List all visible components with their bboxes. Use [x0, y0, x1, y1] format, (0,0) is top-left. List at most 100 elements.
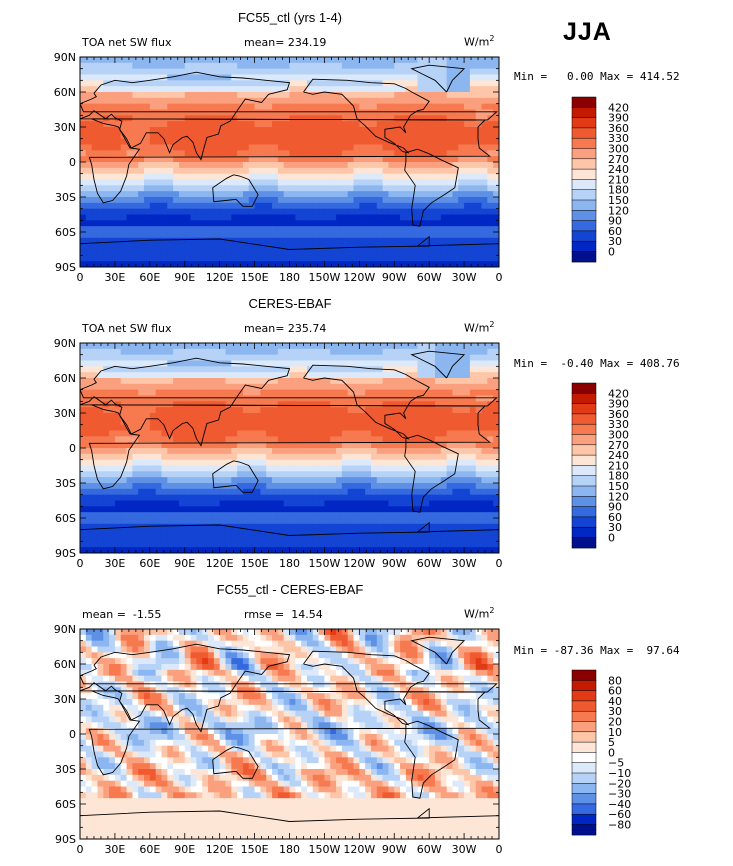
grid-cell — [365, 191, 372, 198]
grid-cell — [231, 442, 238, 449]
grid-cell — [208, 383, 215, 391]
grid-cell — [405, 74, 413, 81]
grid-cell — [178, 395, 186, 402]
grid-cell — [382, 249, 389, 256]
grid-cell — [231, 226, 238, 233]
grid-cell — [109, 162, 116, 169]
grid-cell — [388, 220, 395, 227]
grid-cell — [254, 465, 261, 472]
grid-cell — [458, 430, 465, 437]
grid-cell — [475, 68, 482, 75]
grid-cell — [260, 103, 267, 110]
grid-cell — [85, 494, 93, 501]
grid-cell — [446, 500, 453, 507]
grid-cell — [231, 150, 238, 157]
grid-cell — [487, 214, 494, 221]
grid-cell — [394, 197, 401, 204]
grid-cell — [289, 115, 296, 122]
grid-cell — [208, 401, 215, 408]
grid-cell — [306, 395, 314, 402]
grid-cell — [114, 173, 122, 180]
grid-cell — [295, 202, 302, 210]
grid-cell — [400, 80, 407, 87]
grid-cell — [184, 424, 191, 431]
grid-cell — [248, 62, 255, 70]
grid-cell — [277, 121, 285, 128]
grid-cell — [341, 167, 349, 175]
grid-cell — [254, 395, 261, 402]
grid-cell — [283, 92, 290, 99]
grid-cell — [248, 512, 255, 519]
grid-cell — [336, 378, 343, 385]
grid-cell — [149, 383, 157, 391]
grid-cell — [318, 494, 325, 501]
grid-cell — [405, 127, 413, 134]
grid-cell — [434, 506, 442, 513]
grid-cell — [283, 232, 290, 239]
grid-cell — [301, 378, 308, 385]
grid-cell — [85, 448, 93, 455]
grid-cell — [382, 401, 389, 408]
grid-cell — [481, 255, 488, 262]
grid-cell — [475, 208, 482, 215]
grid-cell — [103, 237, 110, 245]
panel3-units: W/m2 — [464, 606, 495, 621]
grid-cell — [324, 372, 331, 379]
grid-cell — [493, 132, 500, 140]
grid-cell — [434, 232, 442, 239]
grid-cell — [149, 237, 157, 245]
grid-cell — [196, 74, 203, 81]
grid-cell — [440, 354, 448, 361]
grid-cell — [306, 436, 314, 443]
grid-cell — [254, 138, 261, 145]
grid-cell — [295, 86, 302, 93]
grid-cell — [254, 506, 261, 513]
grid-cell — [417, 261, 424, 268]
season-label: JJA — [563, 18, 612, 46]
grid-cell — [301, 494, 308, 501]
grid-cell — [97, 471, 104, 478]
grid-cell — [260, 197, 267, 204]
grid-cell — [254, 255, 261, 262]
grid-cell — [376, 86, 384, 93]
grid-cell — [388, 121, 395, 128]
grid-cell — [464, 144, 471, 151]
grid-cell — [359, 249, 366, 256]
grid-cell — [481, 477, 488, 484]
grid-cell — [254, 512, 261, 519]
grid-cell — [306, 453, 314, 461]
grid-cell — [219, 197, 226, 204]
grid-cell — [114, 92, 122, 99]
grid-cell — [388, 418, 395, 426]
grid-cell — [178, 179, 186, 186]
grid-cell — [394, 506, 401, 513]
grid-cell — [213, 68, 221, 75]
grid-cell — [283, 167, 290, 175]
grid-cell — [231, 179, 238, 186]
grid-cell — [161, 92, 168, 99]
grid-cell — [370, 92, 378, 99]
grid-cell — [103, 144, 110, 151]
grid-cell — [190, 418, 197, 426]
grid-cell — [429, 57, 436, 64]
grid-cell — [178, 366, 186, 373]
grid-cell — [144, 220, 151, 227]
grid-cell — [178, 226, 186, 233]
grid-cell — [306, 214, 314, 221]
grid-cell — [231, 372, 238, 379]
grid-cell — [138, 442, 145, 449]
grid-cell — [330, 115, 337, 122]
grid-cell — [254, 121, 261, 128]
grid-cell — [405, 413, 413, 420]
grid-cell — [452, 127, 459, 134]
grid-cell — [336, 185, 343, 192]
grid-cell — [400, 109, 407, 116]
grid-cell — [452, 144, 459, 151]
grid-cell — [382, 348, 389, 356]
grid-cell — [219, 162, 226, 169]
grid-cell — [301, 74, 308, 81]
grid-cell — [155, 208, 162, 215]
grid-cell — [202, 343, 209, 350]
grid-cell — [312, 150, 319, 157]
grid-cell — [132, 500, 139, 507]
